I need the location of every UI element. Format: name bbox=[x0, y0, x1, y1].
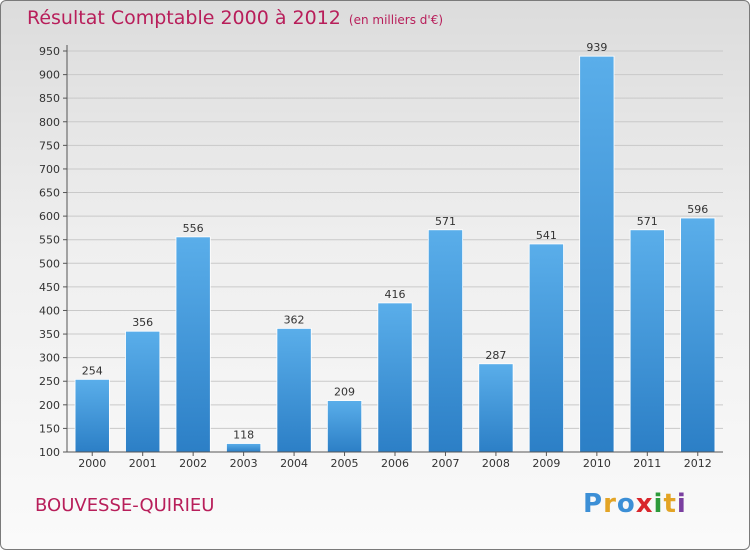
y-tick-label: 350 bbox=[39, 328, 60, 341]
y-tick-label: 200 bbox=[39, 399, 60, 412]
bar-2001 bbox=[125, 330, 161, 453]
y-tick-label: 650 bbox=[39, 187, 60, 200]
bar-2010 bbox=[579, 55, 615, 453]
bar-2005 bbox=[326, 400, 363, 453]
x-tick-label-2002: 2002 bbox=[179, 457, 207, 470]
value-label-2002: 556 bbox=[183, 222, 204, 235]
x-tick-label-2008: 2008 bbox=[482, 457, 510, 470]
commune-name: BOUVESSE-QUIRIEU bbox=[35, 495, 215, 516]
x-tick-label-2005: 2005 bbox=[331, 457, 359, 470]
bar-2004 bbox=[276, 327, 312, 453]
value-label-2005: 209 bbox=[334, 386, 355, 399]
bar-2007 bbox=[427, 229, 464, 453]
value-label-2008: 287 bbox=[485, 349, 506, 362]
x-tick-label-2010: 2010 bbox=[583, 457, 611, 470]
value-label-2006: 416 bbox=[385, 288, 406, 301]
y-tick-label: 300 bbox=[39, 352, 60, 365]
y-tick-label: 850 bbox=[39, 92, 60, 105]
x-tick-label-2007: 2007 bbox=[431, 457, 459, 470]
bar-2003 bbox=[226, 443, 262, 453]
x-tick-label-2009: 2009 bbox=[532, 457, 560, 470]
y-tick-label: 950 bbox=[39, 45, 60, 58]
x-tick-label-2006: 2006 bbox=[381, 457, 409, 470]
bar-2011 bbox=[629, 229, 665, 453]
x-tick-label-2004: 2004 bbox=[280, 457, 308, 470]
value-label-2004: 362 bbox=[284, 313, 305, 326]
y-tick-label: 700 bbox=[39, 163, 60, 176]
value-label-2007: 571 bbox=[435, 215, 456, 228]
value-label-2010: 939 bbox=[586, 41, 607, 54]
bar-2009 bbox=[528, 243, 564, 453]
value-label-2012: 596 bbox=[687, 203, 708, 216]
y-tick-label: 550 bbox=[39, 234, 60, 247]
value-label-2001: 356 bbox=[132, 316, 153, 329]
value-label-2009: 541 bbox=[536, 229, 557, 242]
y-tick-label: 800 bbox=[39, 116, 60, 129]
chart-title: Résultat Comptable 2000 à 2012 (en millie… bbox=[27, 7, 444, 29]
bar-2006 bbox=[377, 302, 413, 453]
y-tick-label: 750 bbox=[39, 139, 60, 152]
x-tick-label-2003: 2003 bbox=[230, 457, 258, 470]
bar-2000 bbox=[74, 378, 110, 453]
y-tick-label: 150 bbox=[39, 422, 60, 435]
bar-2008 bbox=[478, 363, 514, 453]
x-tick-label-2000: 2000 bbox=[78, 457, 106, 470]
value-label-2003: 118 bbox=[233, 429, 254, 442]
y-tick-label: 400 bbox=[39, 304, 60, 317]
y-tick-label: 600 bbox=[39, 210, 60, 223]
x-tick-label-2011: 2011 bbox=[633, 457, 661, 470]
y-tick-label: 900 bbox=[39, 69, 60, 82]
value-label-2011: 571 bbox=[637, 215, 658, 228]
x-tick-label-2001: 2001 bbox=[129, 457, 157, 470]
y-tick-label: 500 bbox=[39, 257, 60, 270]
bar-2002 bbox=[175, 236, 211, 453]
y-tick-label: 250 bbox=[39, 375, 60, 388]
value-label-2000: 254 bbox=[82, 364, 103, 377]
chart-subtitle: (en milliers d'€) bbox=[348, 13, 444, 27]
proxiti-logo: Proxiti bbox=[583, 489, 687, 519]
y-tick-label: 450 bbox=[39, 281, 60, 294]
y-tick-label: 100 bbox=[39, 446, 60, 459]
x-tick-label-2012: 2012 bbox=[684, 457, 712, 470]
bar-2012 bbox=[680, 217, 716, 453]
